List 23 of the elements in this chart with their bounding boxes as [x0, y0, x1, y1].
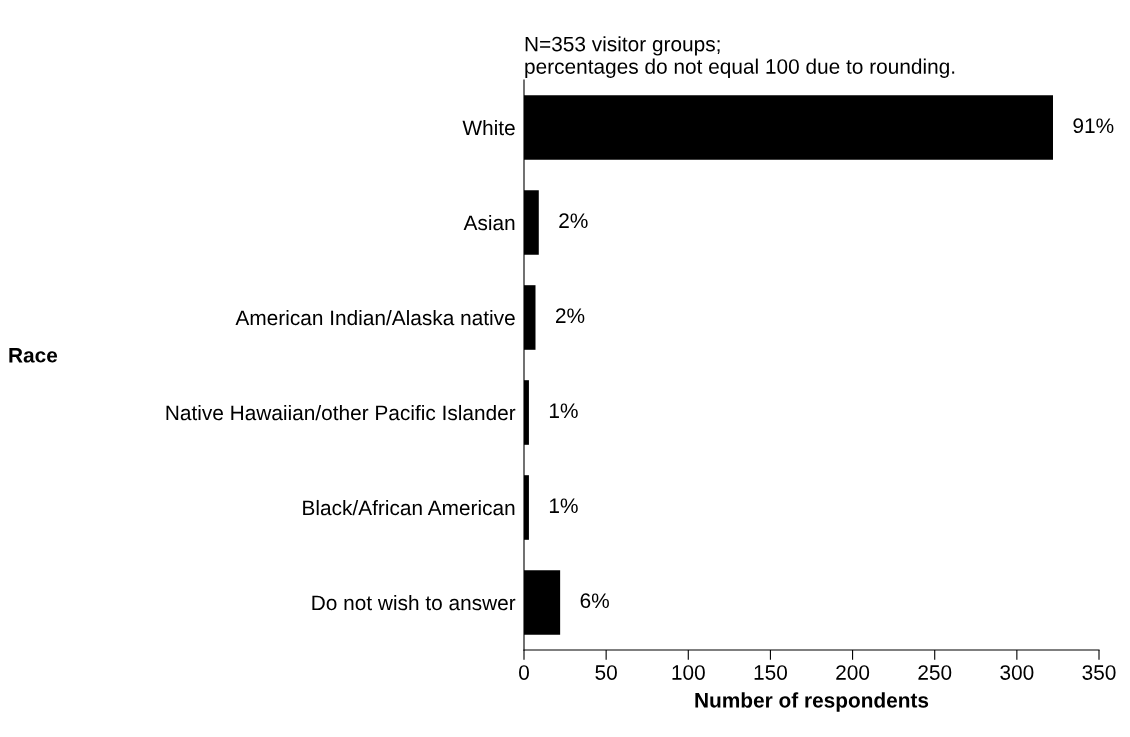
- x-axis-title: Number of respondents: [695, 692, 929, 712]
- y-tick-label: Asian: [463, 214, 515, 231]
- x-tick-label: 100: [672, 665, 705, 680]
- annotation: 2%: [559, 213, 588, 229]
- x-tick-label: 50: [595, 665, 617, 680]
- x-tick-label: 0: [519, 665, 529, 680]
- annotation: 6%: [580, 593, 609, 609]
- y-tick-label: American Indian/Alaska native: [235, 309, 515, 326]
- x-tick-label: 350: [1082, 665, 1116, 680]
- annotation: 1%: [549, 403, 578, 419]
- y-tick-label: Native Hawaiian/other Pacific Islander: [166, 404, 516, 421]
- y-tick-label: Black/African American: [303, 499, 515, 516]
- x-tick-label: 150: [754, 665, 787, 680]
- x-tick-label: 250: [918, 665, 952, 680]
- annotation: 1%: [549, 498, 578, 514]
- y-tick-label: Do not wish to answer: [312, 594, 516, 611]
- text: Race: [9, 348, 58, 363]
- text: N=353 visitor groups; percentages do not equal 100 due to rounding.: [525, 36, 955, 78]
- y-tick-label: White: [462, 119, 515, 136]
- annotation: 2%: [555, 308, 585, 324]
- x-tick-label: 200: [836, 665, 870, 680]
- x-tick-label: 300: [1000, 665, 1034, 680]
- annotation: 91%: [1073, 118, 1114, 134]
